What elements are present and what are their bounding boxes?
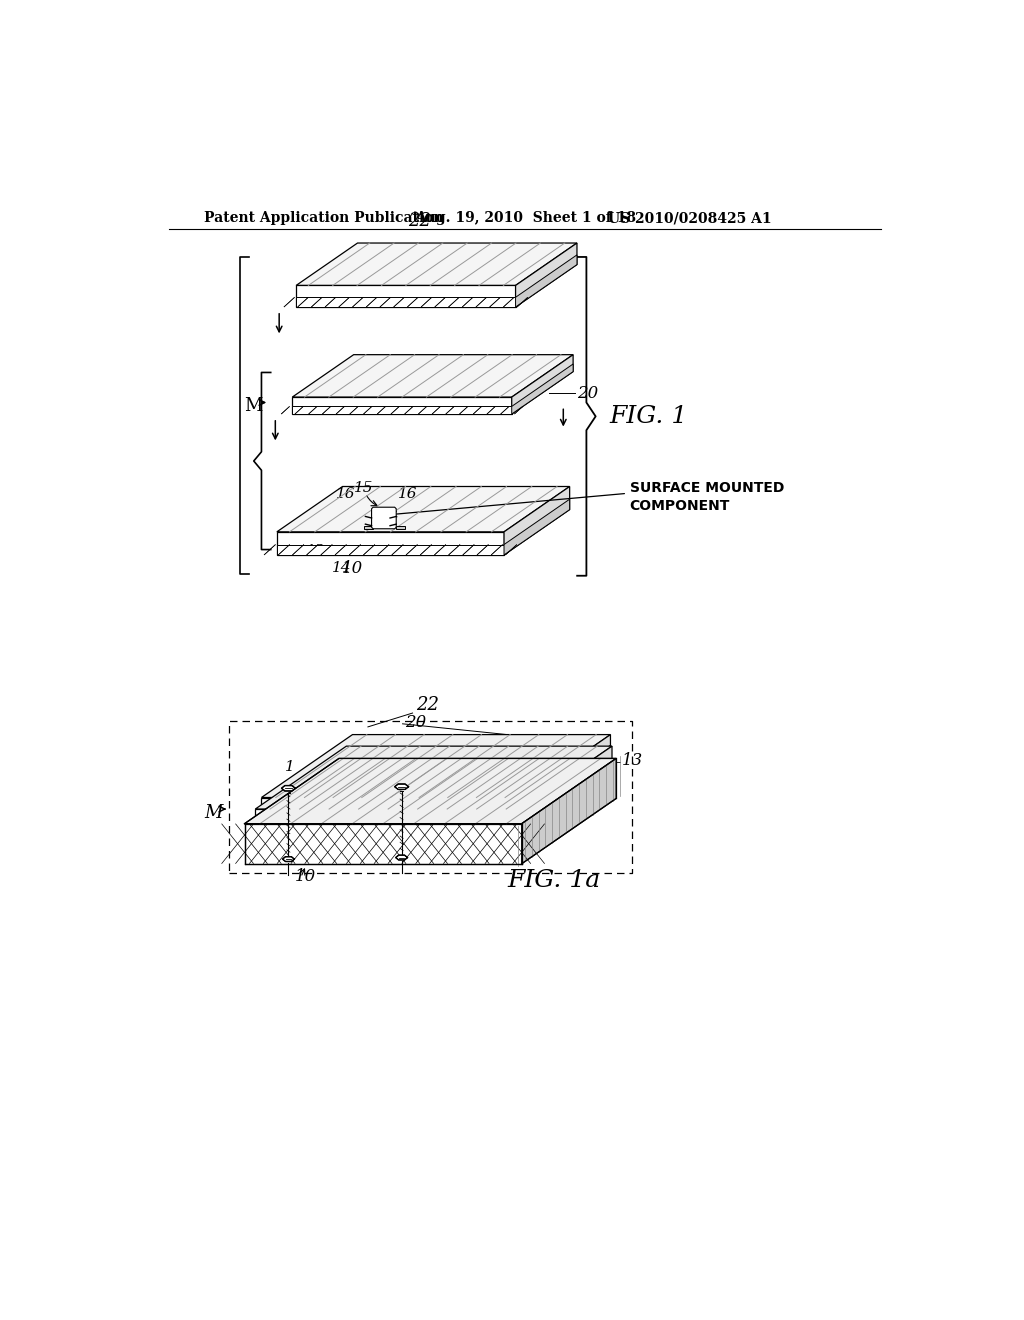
Text: 1: 1 bbox=[286, 760, 295, 775]
Text: 20: 20 bbox=[577, 385, 598, 403]
Text: 22: 22 bbox=[408, 213, 431, 230]
Polygon shape bbox=[396, 525, 406, 529]
Text: 12: 12 bbox=[306, 544, 326, 558]
Polygon shape bbox=[519, 735, 610, 808]
Text: 13: 13 bbox=[623, 751, 643, 768]
Polygon shape bbox=[512, 355, 573, 414]
Polygon shape bbox=[261, 735, 610, 797]
Text: 22: 22 bbox=[416, 696, 438, 714]
Text: 20: 20 bbox=[404, 714, 426, 731]
Polygon shape bbox=[276, 487, 569, 532]
Polygon shape bbox=[292, 397, 512, 414]
Polygon shape bbox=[504, 499, 569, 554]
Text: 10: 10 bbox=[342, 561, 364, 577]
Text: 10: 10 bbox=[295, 867, 315, 884]
Text: 14: 14 bbox=[333, 561, 352, 576]
Text: M: M bbox=[205, 804, 223, 822]
Polygon shape bbox=[292, 407, 512, 414]
Text: SURFACE MOUNTED
COMPONENT: SURFACE MOUNTED COMPONENT bbox=[630, 480, 784, 513]
Text: Patent Application Publication: Patent Application Publication bbox=[204, 211, 443, 226]
Polygon shape bbox=[255, 809, 521, 822]
Polygon shape bbox=[504, 487, 569, 554]
Polygon shape bbox=[372, 507, 396, 529]
Text: 1: 1 bbox=[398, 759, 409, 772]
Polygon shape bbox=[245, 824, 521, 863]
Polygon shape bbox=[245, 759, 616, 824]
Polygon shape bbox=[276, 532, 504, 554]
Polygon shape bbox=[261, 797, 519, 808]
Polygon shape bbox=[296, 243, 577, 285]
Polygon shape bbox=[292, 355, 573, 397]
Text: Aug. 19, 2010  Sheet 1 of 18: Aug. 19, 2010 Sheet 1 of 18 bbox=[416, 211, 637, 226]
Polygon shape bbox=[512, 364, 573, 414]
Polygon shape bbox=[283, 857, 294, 862]
Text: 16: 16 bbox=[397, 487, 417, 502]
Polygon shape bbox=[395, 855, 408, 859]
Text: FIG. 1a: FIG. 1a bbox=[508, 869, 601, 892]
Polygon shape bbox=[515, 255, 577, 308]
Polygon shape bbox=[521, 759, 616, 863]
Polygon shape bbox=[515, 243, 577, 308]
Polygon shape bbox=[364, 525, 373, 529]
Polygon shape bbox=[282, 785, 295, 791]
Text: FIG. 1: FIG. 1 bbox=[609, 405, 688, 428]
Polygon shape bbox=[296, 285, 515, 308]
Polygon shape bbox=[394, 784, 409, 789]
Text: 15: 15 bbox=[354, 480, 374, 495]
Polygon shape bbox=[521, 746, 612, 822]
Polygon shape bbox=[296, 297, 515, 308]
Polygon shape bbox=[255, 746, 612, 809]
Polygon shape bbox=[276, 545, 504, 554]
Text: US 2010/0208425 A1: US 2010/0208425 A1 bbox=[608, 211, 772, 226]
Text: M: M bbox=[245, 396, 263, 414]
Text: 16: 16 bbox=[336, 487, 355, 502]
